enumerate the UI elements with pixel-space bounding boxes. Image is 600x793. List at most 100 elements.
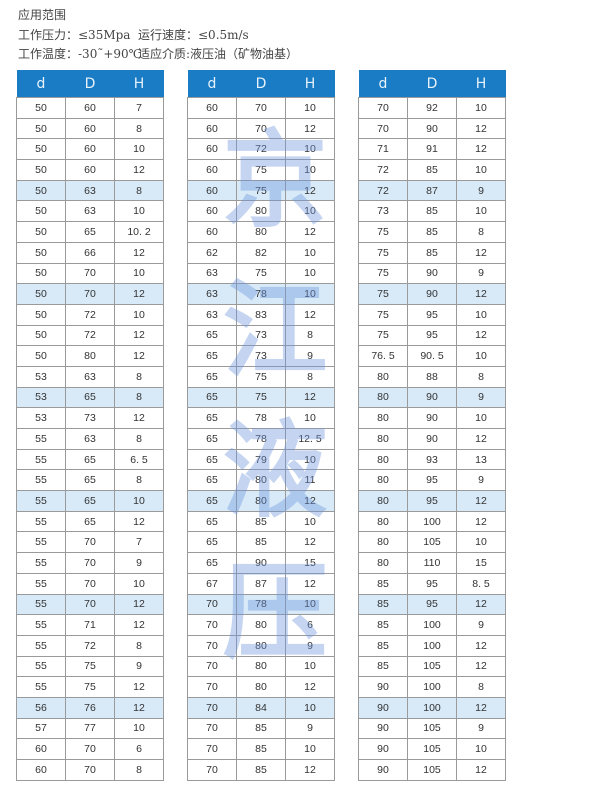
- cell-d: 65: [187, 345, 237, 367]
- table-row: 55 70 7: [16, 531, 164, 554]
- table-row: 60 75 10: [187, 159, 335, 181]
- cell-D: 73: [236, 324, 286, 347]
- cell-D: 92: [407, 97, 457, 119]
- cell-d: 50: [16, 117, 66, 140]
- cell-d: 56: [16, 696, 66, 719]
- cell-d: 65: [187, 469, 237, 492]
- cell-D: 80: [236, 614, 286, 636]
- cell-H: 10: [285, 655, 335, 678]
- cell-D: 100: [407, 634, 457, 657]
- cell-d: 50: [16, 179, 66, 202]
- cell-H: 12: [114, 676, 164, 698]
- cell-H: 12: [456, 655, 506, 678]
- cell-d: 70: [187, 738, 237, 760]
- cell-d: 72: [358, 179, 408, 202]
- cell-D: 72: [236, 138, 286, 161]
- cell-d: 75: [358, 283, 408, 305]
- cell-H: 12: [285, 117, 335, 140]
- table-row: 80 90 9: [358, 386, 506, 409]
- cell-d: 55: [16, 572, 66, 595]
- table-row: 60 80 10: [187, 200, 335, 223]
- cell-H: 8: [114, 386, 164, 409]
- cell-d: 63: [187, 283, 237, 305]
- cell-H: 10: [456, 345, 506, 367]
- cell-d: 55: [16, 634, 66, 657]
- cell-d: 80: [358, 552, 408, 574]
- table-row: 75 95 12: [358, 324, 506, 347]
- table-row: 85 100 9: [358, 614, 506, 636]
- cell-H: 12: [114, 345, 164, 367]
- cell-d: 65: [187, 510, 237, 533]
- table-row: 50 72 12: [16, 324, 164, 347]
- cell-d: 80: [358, 510, 408, 533]
- table-row: 80 90 12: [358, 428, 506, 450]
- cell-H: 12: [456, 759, 506, 781]
- cell-H: 12: [114, 510, 164, 533]
- table-row: 63 75 10: [187, 262, 335, 285]
- cell-d: 50: [16, 303, 66, 326]
- table-row: 50 66 12: [16, 241, 164, 264]
- cell-D: 90. 5: [407, 345, 457, 367]
- cell-D: 78: [236, 428, 286, 450]
- cell-d: 55: [16, 531, 66, 554]
- table-row: 90 100 12: [358, 696, 506, 719]
- cell-d: 65: [187, 386, 237, 409]
- table-row: 63 78 10: [187, 283, 335, 305]
- table-row: 70 85 12: [187, 759, 335, 781]
- cell-D: 65: [65, 469, 115, 492]
- table-row: 56 76 12: [16, 696, 164, 719]
- cell-d: 90: [358, 676, 408, 698]
- cell-d: 65: [187, 324, 237, 347]
- table-row: 80 95 9: [358, 469, 506, 492]
- table-row: 70 80 10: [187, 655, 335, 678]
- cell-d: 65: [187, 490, 237, 512]
- cell-d: 80: [358, 386, 408, 409]
- cell-d: 85: [358, 593, 408, 616]
- table-row: 53 73 12: [16, 407, 164, 429]
- cell-H: 12: [285, 676, 335, 698]
- cell-H: 10: [456, 200, 506, 223]
- cell-H: 10: [285, 696, 335, 719]
- cell-D: 85: [407, 241, 457, 264]
- cell-D: 88: [407, 365, 457, 388]
- cell-D: 105: [407, 759, 457, 781]
- cell-D: 110: [407, 552, 457, 574]
- cell-d: 85: [358, 614, 408, 636]
- cell-D: 70: [65, 531, 115, 554]
- cell-H: 9: [456, 717, 506, 740]
- cell-d: 63: [187, 303, 237, 326]
- cell-D: 70: [65, 283, 115, 305]
- table-row: 50 70 10: [16, 262, 164, 285]
- table-row: 50 60 10: [16, 138, 164, 161]
- cell-d: 53: [16, 386, 66, 409]
- cell-d: 65: [187, 365, 237, 388]
- cell-H: 10. 2: [114, 221, 164, 243]
- table-row: 55 71 12: [16, 614, 164, 636]
- table-row: 75 90 12: [358, 283, 506, 305]
- table-row: 60 80 12: [187, 221, 335, 243]
- cell-H: 12: [114, 159, 164, 181]
- table-row: 60 70 6: [16, 738, 164, 760]
- cell-H: 6: [114, 738, 164, 760]
- table-row: 85 100 12: [358, 634, 506, 657]
- cell-d: 70: [187, 676, 237, 698]
- cell-D: 65: [65, 448, 115, 471]
- table-row: 80 110 15: [358, 552, 506, 574]
- table-row: 65 80 11: [187, 469, 335, 492]
- table-row: 70 90 12: [358, 117, 506, 140]
- cell-d: 85: [358, 634, 408, 657]
- cell-d: 72: [358, 159, 408, 181]
- cell-H: 10: [285, 407, 335, 429]
- cell-H: 8: [114, 428, 164, 450]
- cell-D: 80: [236, 469, 286, 492]
- cell-d: 50: [16, 221, 66, 243]
- cell-D: 100: [407, 510, 457, 533]
- table-row: 70 80 12: [187, 676, 335, 698]
- cell-D: 85: [407, 159, 457, 181]
- size-table-1: d D H 50 60 7 50 60 8 50 60 10 50 60 12 50 63 8 50 63 10 50 65…: [16, 70, 164, 781]
- cell-D: 70: [236, 97, 286, 119]
- table-row: 70 85 9: [187, 717, 335, 740]
- table-row: 55 70 9: [16, 552, 164, 574]
- cell-D: 72: [65, 303, 115, 326]
- cell-D: 90: [407, 428, 457, 450]
